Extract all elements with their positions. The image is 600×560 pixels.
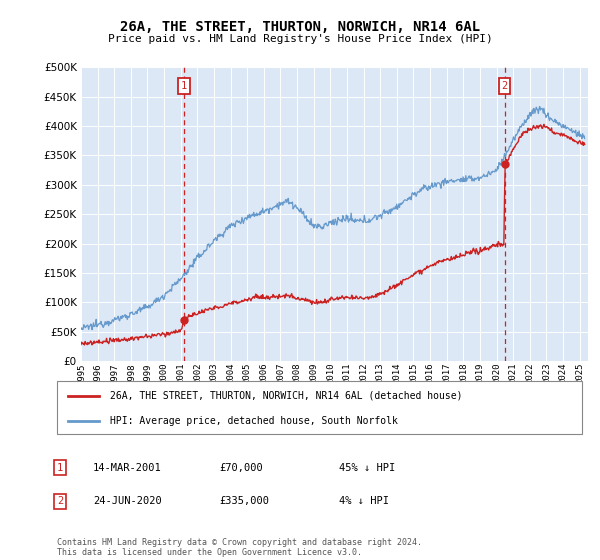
Text: Price paid vs. HM Land Registry's House Price Index (HPI): Price paid vs. HM Land Registry's House … xyxy=(107,34,493,44)
Text: 2: 2 xyxy=(57,496,63,506)
Text: HPI: Average price, detached house, South Norfolk: HPI: Average price, detached house, Sout… xyxy=(110,416,397,426)
Text: 26A, THE STREET, THURTON, NORWICH, NR14 6AL: 26A, THE STREET, THURTON, NORWICH, NR14 … xyxy=(120,20,480,34)
Text: £335,000: £335,000 xyxy=(219,496,269,506)
Text: 4% ↓ HPI: 4% ↓ HPI xyxy=(339,496,389,506)
Text: 24-JUN-2020: 24-JUN-2020 xyxy=(93,496,162,506)
Text: 26A, THE STREET, THURTON, NORWICH, NR14 6AL (detached house): 26A, THE STREET, THURTON, NORWICH, NR14 … xyxy=(110,391,462,401)
Text: 14-MAR-2001: 14-MAR-2001 xyxy=(93,463,162,473)
Text: £70,000: £70,000 xyxy=(219,463,263,473)
Text: Contains HM Land Registry data © Crown copyright and database right 2024.
This d: Contains HM Land Registry data © Crown c… xyxy=(57,538,422,557)
Text: 1: 1 xyxy=(57,463,63,473)
Text: 1: 1 xyxy=(181,81,187,91)
Text: 45% ↓ HPI: 45% ↓ HPI xyxy=(339,463,395,473)
Text: 2: 2 xyxy=(502,81,508,91)
FancyBboxPatch shape xyxy=(57,381,582,434)
